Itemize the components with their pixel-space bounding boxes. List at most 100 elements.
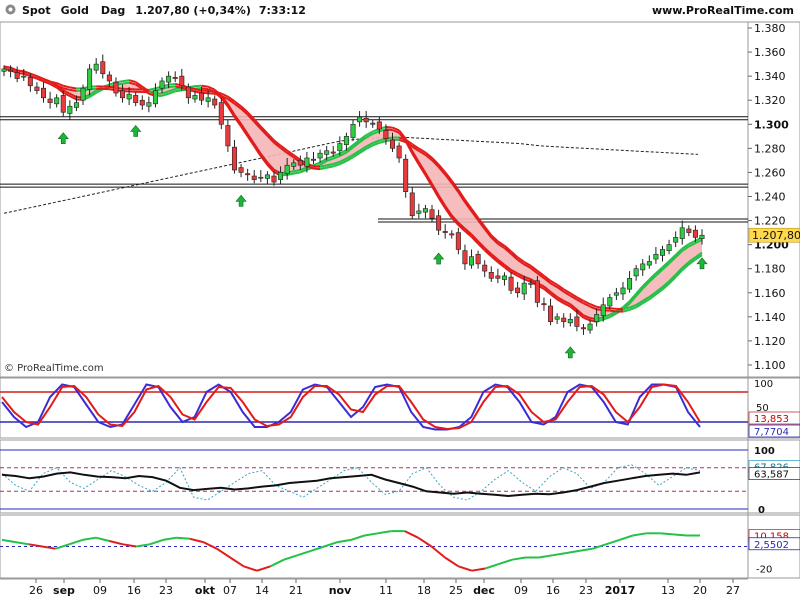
moving-average-segment [273,141,282,149]
moving-average-segment [694,251,703,259]
moving-average-segment [464,199,473,210]
moving-average-segment [470,233,479,243]
moving-average-segment [359,148,367,155]
macd-segment [95,536,110,542]
moving-average-segment [655,286,664,293]
moving-average-segment [431,157,440,166]
moving-average-segment [240,123,249,135]
moving-average-segment [201,87,209,91]
moving-average-segment [208,89,215,93]
moving-average-segment [23,70,31,75]
moving-average-segment [273,139,282,147]
candle-body [343,136,349,146]
candle-body [403,158,409,192]
moving-average-segment [227,95,236,103]
moving-average-segment [437,194,447,207]
candle-body [422,208,428,213]
moving-average-segment [326,157,334,162]
xtick-label: 11 [379,584,393,597]
candle-body [580,327,586,330]
watermark: © ProRealTime.com [4,363,104,374]
macd-segment [243,565,258,572]
moving-average-segment [688,239,696,245]
moving-average-segment [161,90,169,95]
moving-average-segment [451,214,460,224]
gear-icon[interactable] [4,3,17,16]
xtick-label: nov [329,584,352,597]
candle-body [258,176,264,179]
candle-body [646,261,652,266]
moving-average-segment [339,160,347,166]
macd-segment [605,538,620,546]
moving-average-segment [253,145,262,157]
moving-average-segment [326,165,334,169]
macd-segment [28,543,43,548]
moving-average-segment [602,313,611,319]
candle-body [152,90,158,105]
rsi-value-label: 63,587 [754,470,789,481]
candle-body [363,117,369,123]
symbol-label: Spot [22,4,51,17]
candle-body [337,143,343,152]
candle-body [521,282,527,295]
moving-average-segment [122,81,130,85]
moving-average-segment [609,312,617,319]
moving-average-segment [332,160,341,165]
moving-average-segment [556,296,565,302]
moving-average-segment [576,296,584,302]
candle-body [297,160,303,166]
moving-average-segment [477,217,486,228]
candle-body [231,146,237,171]
site-url: www.ProRealTime.com [651,4,794,17]
moving-average-segment [497,261,506,268]
rsi-series-2 [1,464,701,501]
candle-body [205,97,211,102]
moving-average-segment [635,287,644,297]
moving-average-segment [299,166,308,171]
macd-segment [565,549,580,555]
candle-body [21,75,27,78]
moving-average-segment [372,130,380,135]
moving-average-segment [266,132,275,141]
moving-average-segment [451,217,460,226]
moving-average-segment [629,304,637,309]
stoch-ytick: 100 [754,379,773,390]
rsi-ytick: 0 [758,505,765,516]
moving-average-segment [444,205,453,217]
moving-average-segment [490,253,499,261]
candle-body [416,210,422,214]
moving-average-segment [550,280,558,286]
moving-average-segment [688,258,697,266]
moving-average-segment [681,261,690,269]
moving-average-segment [365,144,374,150]
moving-average-segment [583,299,591,306]
stoch-value-box [748,424,800,438]
moving-average-segment [563,288,571,295]
candle-body [14,72,20,79]
macd-segment [283,554,298,561]
moving-average-segment [688,242,696,248]
candle-body [185,86,191,99]
moving-average-segment [339,157,347,163]
moving-average-segment [286,149,295,156]
moving-average-segment [457,224,466,232]
moving-average-segment [279,144,288,152]
instrument-name: Gold [60,4,89,17]
candle-body [449,233,455,236]
moving-average-segment [576,311,585,319]
moving-average-segment [279,147,288,154]
moving-average-segment [246,113,255,123]
moving-average-segment [503,247,512,255]
moving-average-segment [392,129,400,134]
moving-average-segment [385,128,393,132]
moving-average-segment [457,221,466,230]
ytick-label: 1.140 [754,311,786,324]
candle-body [501,275,507,280]
moving-average-segment [424,174,433,187]
macd-value-box [748,537,800,551]
candle-body [574,316,580,327]
moving-average-segment [168,87,176,93]
moving-average-segment [530,267,538,274]
candle-body [317,152,323,159]
candle-body [212,98,218,106]
